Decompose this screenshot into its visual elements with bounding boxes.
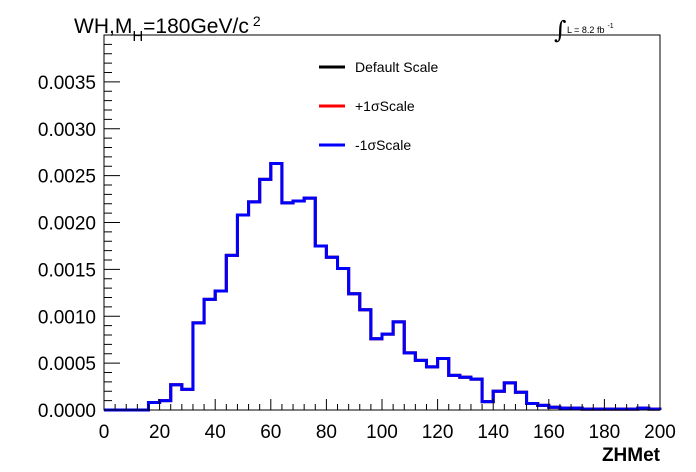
- histogram-bin: [226, 255, 237, 410]
- histogram-bin: [515, 392, 526, 410]
- legend: Default Scale +1σScale -1σScale: [319, 59, 438, 153]
- histogram-bin: [293, 201, 304, 410]
- x-tick-label: 100: [366, 422, 398, 443]
- histogram-bin: [271, 163, 282, 410]
- x-tick-label: 180: [589, 422, 621, 443]
- histogram-bin: [460, 377, 471, 410]
- y-tick-label: 0.0015: [38, 260, 96, 281]
- x-tick-label: 0: [99, 422, 110, 443]
- histogram-bin: [493, 391, 504, 410]
- histogram-bin: [182, 389, 193, 410]
- histogram-bin: [404, 353, 415, 410]
- histogram-bin: [538, 405, 549, 410]
- x-tick-label: 20: [149, 422, 170, 443]
- x-tick-label: 80: [316, 422, 337, 443]
- legend-label-minus1sigma: -1σScale: [355, 137, 411, 153]
- y-tick-label: 0.0020: [38, 214, 96, 235]
- histogram-bin: [504, 383, 515, 410]
- histogram-bin: [449, 375, 460, 410]
- x-tick-label: 120: [422, 422, 454, 443]
- histogram-bin: [349, 294, 360, 410]
- histogram-bin: [360, 310, 371, 410]
- histogram-bin: [171, 385, 182, 410]
- x-tick-label: 200: [644, 422, 676, 443]
- histogram-bin: [338, 268, 349, 410]
- x-tick-label: 160: [533, 422, 565, 443]
- histogram-bin: [527, 403, 538, 410]
- chart-title: WH,MH=180GeV/c 2: [74, 13, 261, 45]
- histogram-bin: [415, 360, 426, 410]
- histogram-bin: [315, 246, 326, 410]
- y-tick-label: 0.0010: [38, 307, 96, 328]
- x-axis-label: ZHMet: [602, 445, 661, 466]
- histogram-bin: [148, 403, 159, 411]
- histogram-bin: [249, 202, 260, 410]
- histogram-bin: [393, 322, 404, 410]
- y-tick-label: 0.0005: [38, 354, 96, 375]
- histogram-bin: [204, 299, 215, 410]
- histogram-bin: [482, 402, 493, 410]
- histogram-bin: [371, 339, 382, 410]
- y-tick-label: 0.0035: [38, 73, 96, 94]
- x-tick-label: 140: [477, 422, 509, 443]
- histogram-bin: [382, 334, 393, 410]
- histogram-bin: [282, 203, 293, 410]
- histogram-bin: [426, 367, 437, 410]
- y-tick-label: 0.0030: [38, 120, 96, 141]
- histogram-bin: [215, 291, 226, 410]
- histogram-bin: [326, 257, 337, 410]
- histogram-bin: [237, 215, 248, 410]
- legend-entry-default: Default Scale: [319, 59, 438, 75]
- histogram-bin: [193, 323, 204, 410]
- legend-label-default: Default Scale: [355, 59, 438, 75]
- legend-entry-minus1sigma: -1σScale: [319, 137, 411, 153]
- x-tick-label: 60: [260, 422, 281, 443]
- x-tick-label: 40: [205, 422, 226, 443]
- svg-text:L = 8.2 fb-1: L = 8.2 fb -1: [567, 23, 614, 35]
- legend-entry-plus1sigma: +1σScale: [319, 98, 415, 114]
- integral-sign: ∫: [554, 16, 567, 44]
- legend-label-plus1sigma: +1σScale: [355, 98, 415, 114]
- y-tick-label: 0.0000: [38, 401, 96, 422]
- luminosity-label: ∫ L = 8.2 fb -1: [554, 16, 614, 44]
- histogram-bin: [304, 198, 315, 410]
- histogram-bin: [438, 358, 449, 410]
- y-tick-label: 0.0025: [38, 167, 96, 188]
- histogram-bin: [260, 179, 271, 410]
- histogram-bin: [160, 401, 171, 410]
- histogram-bin: [471, 379, 482, 410]
